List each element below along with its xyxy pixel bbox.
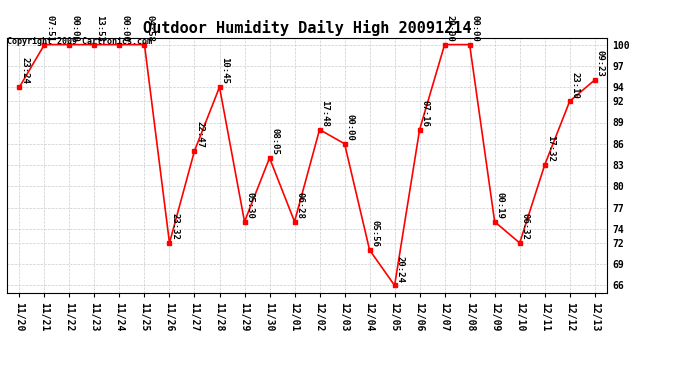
Text: Copyright 2009 Cartronics.com: Copyright 2009 Cartronics.com — [7, 38, 152, 46]
Text: 23:32: 23:32 — [170, 213, 179, 240]
Text: 00:19: 00:19 — [495, 192, 504, 219]
Text: 00:00: 00:00 — [121, 15, 130, 42]
Text: 13:53: 13:53 — [95, 15, 104, 42]
Text: 04:58: 04:58 — [146, 15, 155, 42]
Text: 08:05: 08:05 — [270, 128, 279, 155]
Text: 20:00: 20:00 — [446, 15, 455, 42]
Text: 00:00: 00:00 — [346, 114, 355, 141]
Text: 22:47: 22:47 — [195, 121, 204, 148]
Text: 09:23: 09:23 — [595, 50, 604, 77]
Text: 17:32: 17:32 — [546, 135, 555, 162]
Text: 17:48: 17:48 — [321, 100, 330, 127]
Text: 20:24: 20:24 — [395, 256, 404, 283]
Text: 00:00: 00:00 — [471, 15, 480, 42]
Text: 00:00: 00:00 — [70, 15, 79, 42]
Text: 07:51: 07:51 — [46, 15, 55, 42]
Text: 06:28: 06:28 — [295, 192, 304, 219]
Text: 23:24: 23:24 — [21, 57, 30, 84]
Text: 05:56: 05:56 — [371, 220, 380, 247]
Text: 10:45: 10:45 — [221, 57, 230, 84]
Text: 23:10: 23:10 — [571, 72, 580, 99]
Text: 07:16: 07:16 — [421, 100, 430, 127]
Text: 05:30: 05:30 — [246, 192, 255, 219]
Text: 06:32: 06:32 — [521, 213, 530, 240]
Title: Outdoor Humidity Daily High 20091214: Outdoor Humidity Daily High 20091214 — [143, 20, 471, 36]
